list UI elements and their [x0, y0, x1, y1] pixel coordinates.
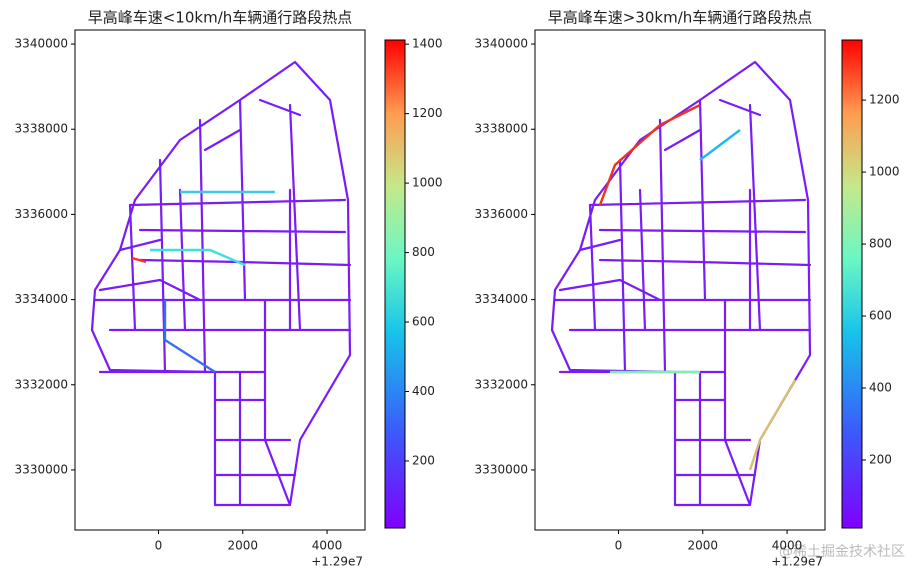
colorbar-tick-label: 400: [869, 381, 892, 395]
left-map: [90, 60, 352, 507]
y-tick-label: 3330000: [15, 462, 68, 476]
colorbar-tick-label: 200: [412, 453, 435, 467]
watermark: @稀土掘金技术社区: [779, 544, 905, 560]
x-tick-label: 2000: [687, 539, 718, 553]
colorbar: [841, 39, 863, 529]
y-tick-label: 3340000: [15, 37, 68, 51]
x-tick-label: 0: [615, 539, 623, 553]
colorbar-tick-label: 1000: [412, 176, 443, 190]
road-highlight: [150, 248, 246, 267]
road-highlight: [131, 256, 147, 264]
colorbar-tick-label: 1000: [869, 165, 900, 179]
colorbar: [384, 39, 406, 529]
y-tick-label: 3334000: [475, 292, 528, 306]
colorbar-tick-label: 600: [412, 315, 435, 329]
x-offset-label: +1.29e7: [311, 555, 363, 569]
x-tick-label: 4000: [312, 539, 343, 553]
y-tick-label: 3332000: [15, 377, 68, 391]
y-tick-label: 3330000: [475, 462, 528, 476]
chart-title: 早高峰车速>30km/h车辆通行路段热点: [548, 9, 813, 27]
road-highlight: [163, 300, 216, 374]
road-network: [90, 60, 352, 507]
x-tick-label: 4000: [772, 539, 803, 553]
road-network: [550, 60, 812, 507]
road-highlight: [598, 103, 701, 206]
right-map: [550, 60, 812, 507]
y-tick-label: 3340000: [475, 37, 528, 51]
x-tick-label: 2000: [227, 539, 258, 553]
axes-frame: [74, 29, 366, 531]
colorbar-tick-label: 1400: [412, 37, 443, 51]
colorbar-tick-label: 400: [412, 384, 435, 398]
axes-frame: [534, 29, 826, 531]
colorbar-tick-label: 200: [869, 452, 892, 466]
colorbar-tick-label: 1200: [412, 106, 443, 120]
y-tick-label: 3334000: [15, 292, 68, 306]
y-tick-label: 3338000: [15, 122, 68, 136]
road-highlight: [699, 129, 741, 161]
y-tick-label: 3336000: [475, 207, 528, 221]
x-offset-label: +1.29e7: [771, 555, 823, 569]
y-tick-label: 3332000: [475, 377, 528, 391]
x-tick-label: 0: [155, 539, 163, 553]
colorbar-tick-label: 800: [412, 245, 435, 259]
road-highlight: [748, 379, 797, 471]
y-tick-label: 3338000: [475, 122, 528, 136]
chart-title: 早高峰车速<10km/h车辆通行路段热点: [88, 9, 353, 27]
colorbar-tick-label: 600: [869, 309, 892, 323]
colorbar-tick-label: 1200: [869, 93, 900, 107]
colorbar-tick-label: 800: [869, 237, 892, 251]
y-tick-label: 3336000: [15, 207, 68, 221]
